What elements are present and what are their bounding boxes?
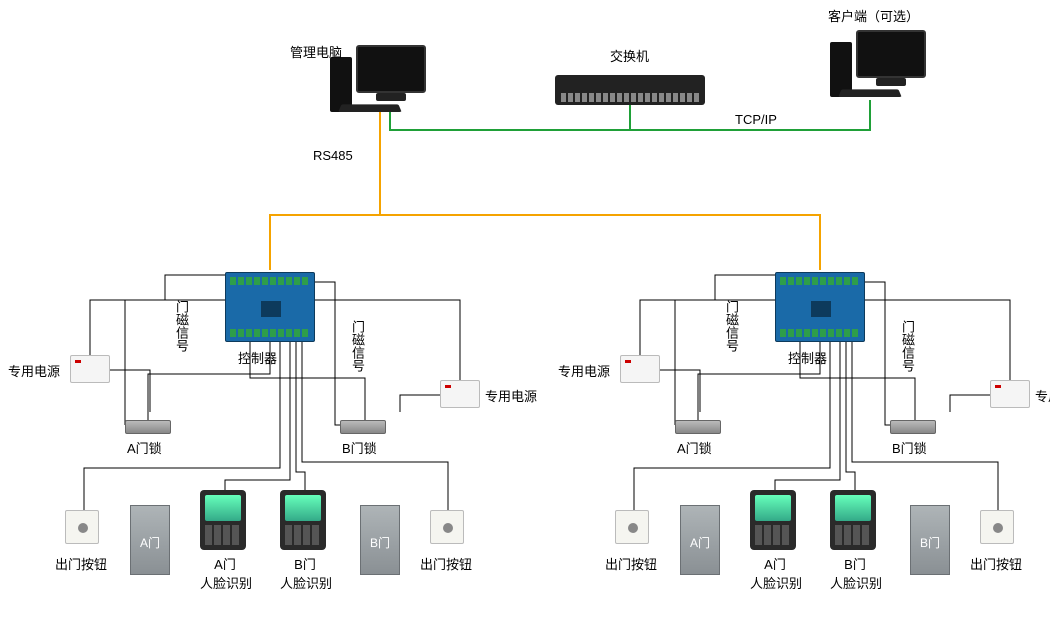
door-sensor-right-label: 门磁信号 xyxy=(898,320,917,372)
door-a: A门 xyxy=(130,505,170,575)
door-sensor-right-label: 门磁信号 xyxy=(348,320,367,372)
psu-right xyxy=(990,380,1030,408)
exit-btn-left xyxy=(65,510,99,544)
psu-left xyxy=(70,355,110,383)
controller-board xyxy=(225,272,315,342)
controller-label: 控制器 xyxy=(788,348,827,367)
lock-a-label: A门锁 xyxy=(127,438,162,457)
face-b xyxy=(830,490,876,550)
exit-btn-right xyxy=(430,510,464,544)
face-a-label: A门人脸识别 xyxy=(750,554,800,592)
psu-right-label: 专用电源 xyxy=(485,386,537,405)
lock-b xyxy=(340,420,386,434)
door-sensor-left-label: 门磁信号 xyxy=(172,300,191,352)
mgmt-pc-label: 管理电脑 xyxy=(290,42,342,61)
lock-b xyxy=(890,420,936,434)
exit-btn-left-label: 出门按钮 xyxy=(55,554,107,573)
psu-left-label: 专用电源 xyxy=(558,361,610,380)
switch-label: 交换机 xyxy=(610,46,649,65)
lock-a-label: A门锁 xyxy=(677,438,712,457)
psu-left-label: 专用电源 xyxy=(8,361,60,380)
exit-btn-right-label: 出门按钮 xyxy=(970,554,1022,573)
tcpip-label: TCP/IP xyxy=(735,112,777,127)
exit-btn-left xyxy=(615,510,649,544)
door-a: A门 xyxy=(680,505,720,575)
face-b-label: B门人脸识别 xyxy=(830,554,880,592)
face-a-label: A门人脸识别 xyxy=(200,554,250,592)
lock-a xyxy=(675,420,721,434)
face-a xyxy=(200,490,246,550)
lock-b-label: B门锁 xyxy=(892,438,927,457)
exit-btn-left-label: 出门按钮 xyxy=(605,554,657,573)
lock-b-label: B门锁 xyxy=(342,438,377,457)
controller-label: 控制器 xyxy=(238,348,277,367)
door-b: B门 xyxy=(910,505,950,575)
controller-board xyxy=(775,272,865,342)
psu-right xyxy=(440,380,480,408)
lock-a xyxy=(125,420,171,434)
exit-btn-right xyxy=(980,510,1014,544)
face-b-label: B门人脸识别 xyxy=(280,554,330,592)
psu-left xyxy=(620,355,660,383)
face-a xyxy=(750,490,796,550)
client-pc-label: 客户端（可选） xyxy=(828,6,919,25)
diagram-stage: 管理电脑 交换机 客户端（可选） TCP/IP RS485 控制器 专用电源 专… xyxy=(0,0,1050,627)
door-b: B门 xyxy=(360,505,400,575)
rs485-label: RS485 xyxy=(313,148,353,163)
door-sensor-left-label: 门磁信号 xyxy=(722,300,741,352)
psu-right-label: 专用电源 xyxy=(1035,386,1050,405)
face-b xyxy=(280,490,326,550)
exit-btn-right-label: 出门按钮 xyxy=(420,554,472,573)
